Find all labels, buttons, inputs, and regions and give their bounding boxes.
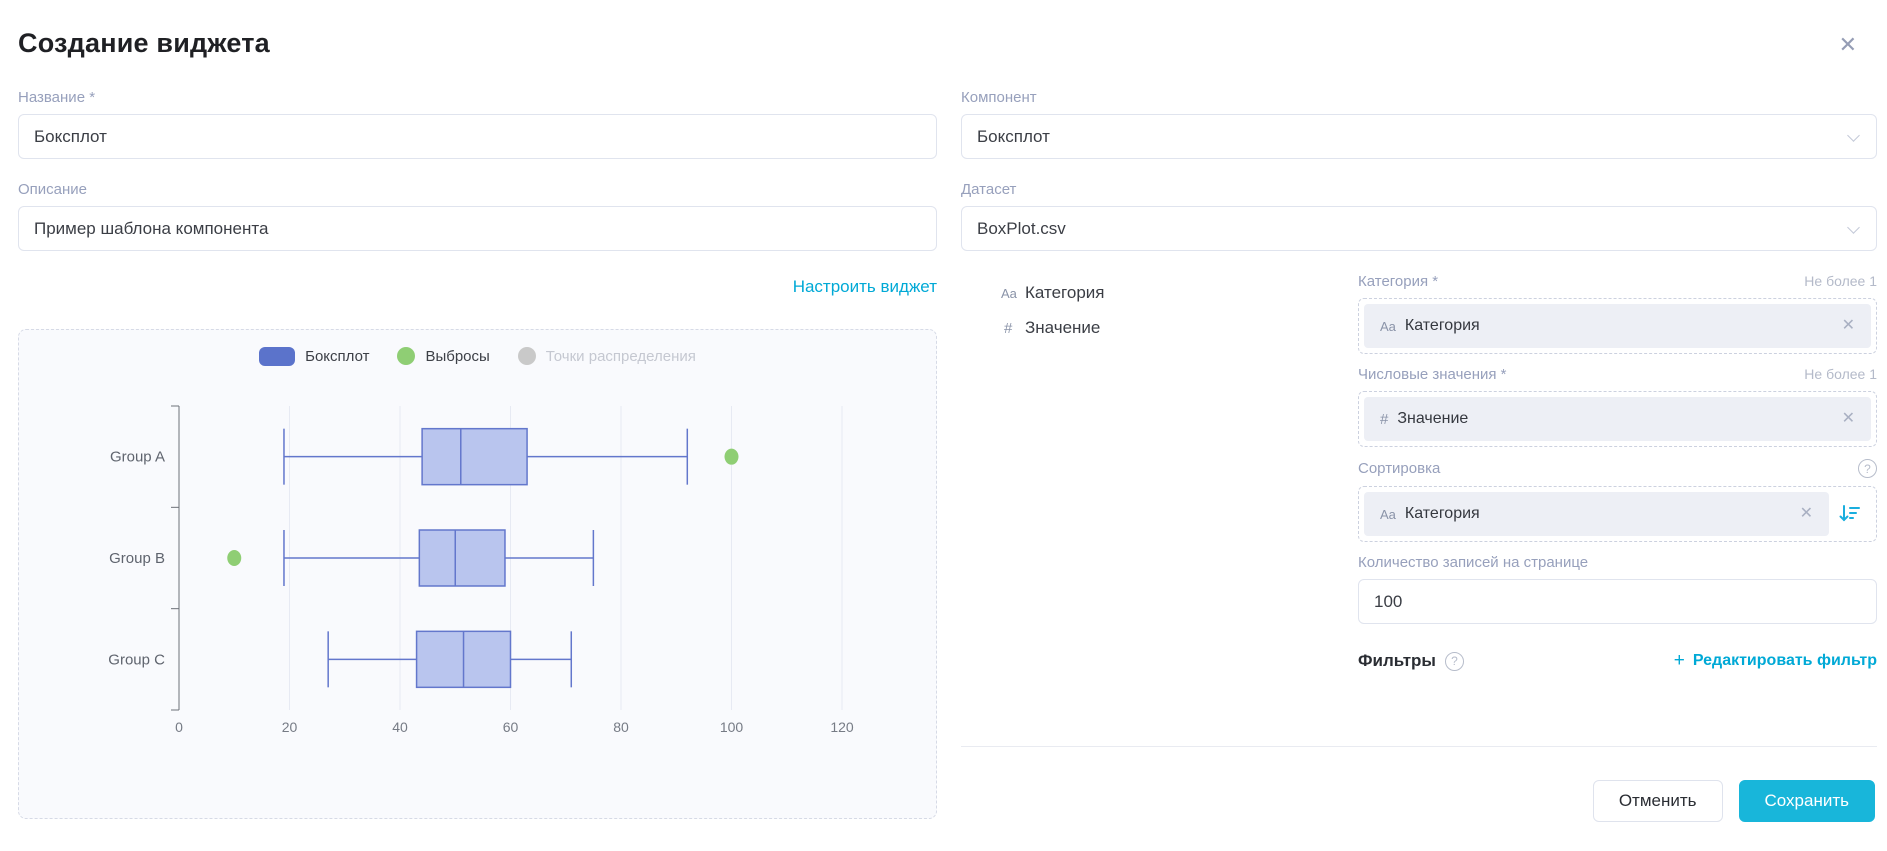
- category-limit: Не более 1: [1804, 273, 1877, 289]
- svg-text:Group A: Group A: [110, 449, 165, 466]
- legend-label: Выбросы: [425, 347, 490, 365]
- dataset-field-value[interactable]: # Значение: [1001, 318, 1358, 338]
- category-chip[interactable]: Aa Категория ✕: [1364, 304, 1871, 348]
- mapping-area: Aa Категория # Значение Категория * Не б…: [961, 273, 1877, 672]
- filters-label: Фильтры: [1358, 651, 1436, 670]
- widget-preview-panel: Боксплот Выбросы Точки распределения 0 20 40…: [18, 329, 937, 819]
- chart-legend: Боксплот Выбросы Точки распределения: [19, 344, 936, 368]
- configure-widget-link[interactable]: Настроить виджет: [792, 277, 937, 296]
- name-label: Название *: [18, 89, 96, 106]
- configure-row: Настроить виджет: [18, 277, 937, 297]
- description-input[interactable]: [18, 206, 937, 251]
- values-mapping: Числовые значения * Не более 1 # Значени…: [1358, 366, 1877, 447]
- edit-filter-link[interactable]: + Редактировать фильтр: [1673, 650, 1877, 671]
- svg-text:40: 40: [392, 719, 408, 735]
- category-mapping: Категория * Не более 1 Aa Категория ✕: [1358, 273, 1877, 354]
- close-icon[interactable]: ✕: [1838, 32, 1857, 57]
- description-label: Описание: [18, 181, 88, 198]
- svg-text:120: 120: [830, 719, 854, 735]
- remove-chip-icon[interactable]: ✕: [1841, 410, 1855, 427]
- dataset-field: Датасет BoxPlot.csv: [961, 181, 1877, 251]
- boxplot-chart: 0 20 40 60 80 100 120 Group A Group B Group C: [108, 405, 854, 735]
- help-icon[interactable]: ?: [1444, 651, 1464, 671]
- help-icon[interactable]: ?: [1858, 459, 1877, 478]
- svg-text:100: 100: [720, 719, 744, 735]
- legend-item[interactable]: Выбросы: [397, 347, 490, 365]
- text-type-icon: Aa: [1001, 285, 1017, 301]
- number-type-icon: #: [1004, 319, 1013, 337]
- chevron-down-icon: [1847, 129, 1860, 142]
- legend-label: Боксплот: [305, 347, 370, 365]
- sorting-mapping: Сортировка ? Aa Категория ✕: [1358, 459, 1877, 542]
- svg-text:20: 20: [282, 719, 298, 735]
- text-type-icon: Aa: [1380, 506, 1396, 522]
- left-column: Название * Описание Настроить виджет Бок…: [18, 89, 937, 822]
- svg-text:80: 80: [613, 719, 629, 735]
- page-title: Создание виджета: [18, 28, 270, 58]
- category-mapping-label: Категория *: [1358, 273, 1439, 290]
- legend-item[interactable]: Точки распределения: [517, 347, 696, 365]
- component-select[interactable]: Боксплот: [961, 114, 1877, 159]
- values-dropzone[interactable]: # Значение ✕: [1358, 391, 1877, 447]
- dataset-label: Датасет: [961, 181, 1017, 198]
- legend-marker: [259, 346, 296, 366]
- description-field: Описание: [18, 181, 937, 251]
- page-size-field: Количество записей на странице: [1358, 554, 1877, 624]
- svg-text:60: 60: [503, 719, 519, 735]
- svg-text:0: 0: [175, 719, 183, 735]
- save-button[interactable]: Сохранить: [1738, 780, 1875, 822]
- values-chip[interactable]: # Значение ✕: [1364, 397, 1871, 441]
- svg-text:Group C: Group C: [108, 651, 165, 668]
- values-limit: Не более 1: [1804, 366, 1877, 382]
- dataset-field-category[interactable]: Aa Категория: [1001, 283, 1105, 302]
- sorting-dropzone[interactable]: Aa Категория ✕: [1358, 486, 1877, 542]
- remove-chip-icon[interactable]: ✕: [1799, 505, 1813, 522]
- sort-descending-icon[interactable]: [1829, 502, 1871, 526]
- modal-footer: Отменить Сохранить: [961, 780, 1877, 822]
- name-input[interactable]: [18, 114, 937, 159]
- modal-header: Создание виджета ✕: [18, 28, 1877, 59]
- legend-marker: [397, 347, 416, 365]
- chevron-down-icon: [1847, 221, 1860, 234]
- page-size-input[interactable]: [1358, 579, 1877, 624]
- remove-chip-icon[interactable]: ✕: [1841, 317, 1855, 334]
- values-mapping-label: Числовые значения *: [1358, 366, 1507, 383]
- legend-item[interactable]: Боксплот: [259, 346, 370, 366]
- component-field: Компонент Боксплот: [961, 89, 1877, 159]
- name-field: Название *: [18, 89, 937, 159]
- plus-icon: +: [1673, 650, 1685, 671]
- dataset-fields-list: Aa Категория # Значение: [961, 273, 1358, 672]
- dataset-select-value: BoxPlot.csv: [977, 218, 1066, 238]
- footer-divider: [961, 746, 1877, 747]
- number-type-icon: #: [1380, 410, 1389, 428]
- sorting-chip[interactable]: Aa Категория ✕: [1364, 492, 1829, 536]
- svg-text:Group B: Group B: [109, 550, 165, 567]
- page-size-label: Количество записей на странице: [1358, 554, 1589, 571]
- component-label: Компонент: [961, 89, 1037, 106]
- legend-marker: [517, 347, 536, 365]
- legend-label: Точки распределения: [545, 347, 696, 365]
- right-column: Компонент Боксплот Датасет BoxPlot.csv A…: [961, 89, 1877, 822]
- sorting-label: Сортировка: [1358, 460, 1441, 477]
- text-type-icon: Aa: [1380, 318, 1396, 334]
- filters-row: Фильтры ? + Редактировать фильтр: [1358, 650, 1877, 672]
- modal-body: Название * Описание Настроить виджет Бок…: [18, 89, 1877, 822]
- dataset-select[interactable]: BoxPlot.csv: [961, 206, 1877, 251]
- category-dropzone[interactable]: Aa Категория ✕: [1358, 298, 1877, 354]
- mapping-fields: Категория * Не более 1 Aa Категория ✕: [1358, 273, 1877, 672]
- component-select-value: Боксплот: [977, 126, 1050, 146]
- cancel-button[interactable]: Отменить: [1592, 780, 1723, 822]
